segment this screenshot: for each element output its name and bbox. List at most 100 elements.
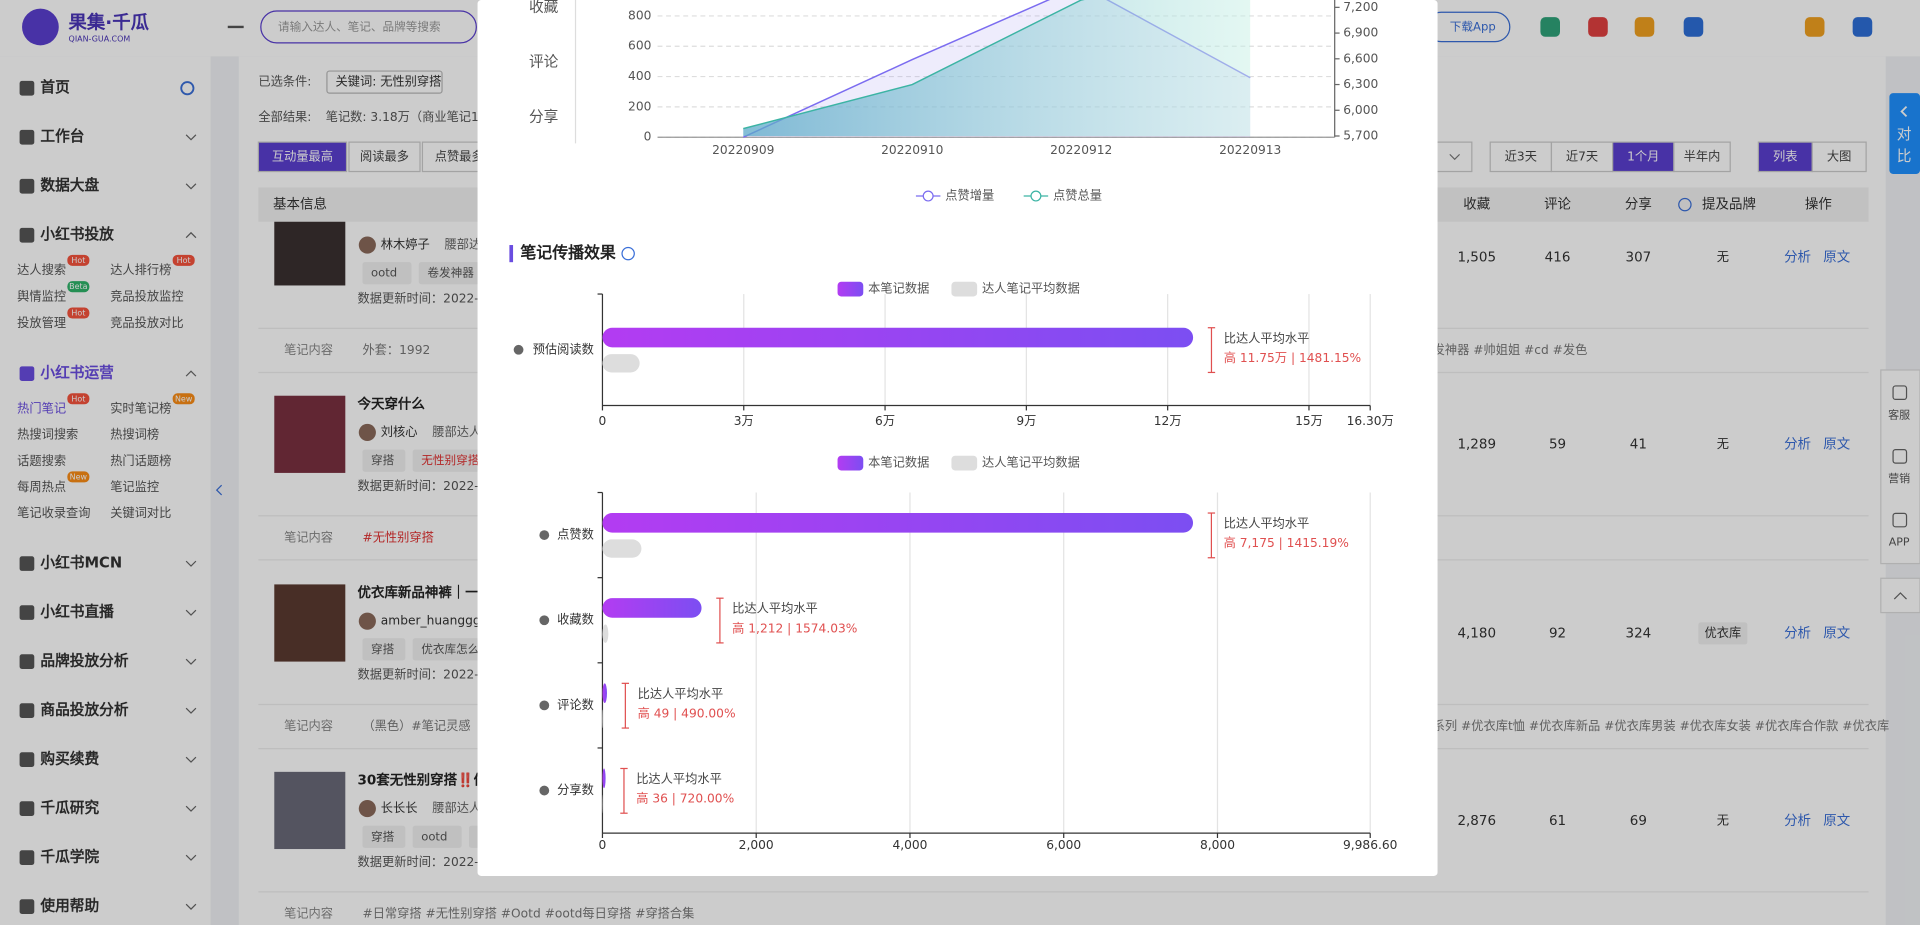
submenu-item[interactable]: 笔记监控 <box>110 479 159 494</box>
menu-item[interactable]: 购买续费 <box>40 750 99 768</box>
settings-icon[interactable] <box>180 81 195 96</box>
menu-item[interactable]: 工作台 <box>40 127 84 145</box>
submenu-item[interactable]: 竞品投放对比 <box>110 315 183 330</box>
top-icon[interactable] <box>1588 17 1608 37</box>
submenu-item[interactable]: 话题搜索 <box>17 453 66 468</box>
view-tab[interactable] <box>1811 141 1867 173</box>
tool-button[interactable]: APP <box>1889 536 1910 549</box>
annotation-label: 比达人平均水平 <box>732 602 818 616</box>
top-icon[interactable] <box>1540 17 1560 37</box>
menu-item[interactable]: 千瓜学院 <box>40 848 99 866</box>
time-tab[interactable] <box>1673 141 1731 173</box>
tool-button[interactable]: 客服 <box>1888 407 1910 421</box>
submenu-item[interactable]: 热门话题榜 <box>110 453 171 468</box>
menu-item[interactable]: 使用帮助 <box>39 897 99 915</box>
tool-button[interactable]: 营销 <box>1888 471 1910 485</box>
view-tab[interactable]: 大图 <box>1827 149 1851 163</box>
submenu-item[interactable]: 每周热点 <box>17 479 66 494</box>
menu-item[interactable]: 小红书直播 <box>40 603 114 621</box>
time-tab[interactable]: 1个月 <box>1627 149 1659 163</box>
action-link[interactable]: 原文 <box>1823 813 1850 829</box>
view-tab[interactable]: 列表 <box>1773 149 1797 163</box>
menu-item[interactable]: 小红书投放 <box>40 225 114 243</box>
tag-box <box>418 262 488 285</box>
action-link[interactable]: 分析 <box>1784 625 1811 641</box>
sort-tab[interactable]: 阅读最多 <box>360 149 409 163</box>
menu-item[interactable]: 商品投放分析 <box>40 701 128 719</box>
submenu-item[interactable]: 达人搜索 <box>17 262 66 277</box>
badge <box>172 254 195 266</box>
collapse-icon[interactable] <box>215 484 223 496</box>
submenu-item[interactable]: 热门笔记 <box>17 401 66 416</box>
menu-item[interactable]: 小红书运营 <box>40 364 114 382</box>
submenu-item[interactable]: 热搜词搜索 <box>17 427 78 442</box>
action-link[interactable]: 原文 <box>1823 437 1850 453</box>
legend-swatch <box>837 281 864 297</box>
y2-tick-label: 5,700 <box>1343 128 1378 142</box>
chevron <box>185 756 197 763</box>
badge: New <box>175 394 193 403</box>
submenu-item[interactable]: 竞品投放监控 <box>110 289 183 304</box>
note-cover <box>274 395 346 473</box>
download-button[interactable]: 下载App <box>1450 19 1496 33</box>
author: 长长长 <box>381 801 418 815</box>
action-link[interactable]: 分析 <box>1784 813 1811 829</box>
view-tab[interactable] <box>1757 141 1813 173</box>
metric: 92 <box>1549 625 1566 641</box>
action-link[interactable]: 原文 <box>1823 249 1850 265</box>
sort-tab[interactable]: 互动量最高 <box>272 148 333 163</box>
submenu-item[interactable]: 舆情监控 <box>17 289 66 304</box>
brand-tag <box>1698 622 1748 645</box>
menu-item[interactable]: 小红书MCN <box>40 554 122 572</box>
y2-tick-label: 6,600 <box>1343 51 1378 65</box>
top-icon[interactable] <box>1683 17 1704 37</box>
action-link[interactable]: 原文 <box>1823 625 1850 641</box>
tag-box <box>412 449 495 472</box>
tool-icon[interactable] <box>1892 449 1908 464</box>
time-tab[interactable] <box>1489 141 1553 173</box>
back-top[interactable] <box>1880 577 1920 614</box>
submenu-item[interactable]: 热搜词榜 <box>110 427 159 442</box>
action-link[interactable]: 分析 <box>1784 437 1811 453</box>
top-icon[interactable] <box>1852 17 1873 37</box>
compare-btn[interactable] <box>1889 93 1920 174</box>
metric: 61 <box>1549 813 1566 829</box>
tool-icon[interactable] <box>1892 385 1908 401</box>
submenu-item[interactable]: 笔记收录查询 <box>17 505 90 520</box>
tool-icon[interactable] <box>1892 512 1908 528</box>
time-tab[interactable]: 近3天 <box>1505 149 1537 163</box>
metric-option[interactable]: 分享 <box>529 109 558 126</box>
bar <box>602 768 606 789</box>
time-tab[interactable] <box>1550 141 1614 173</box>
compare-text: 比 <box>1897 148 1912 165</box>
metric-option[interactable]: 评论 <box>529 53 559 70</box>
top-icon[interactable] <box>1804 17 1825 37</box>
compare-text: 对 <box>1897 126 1912 143</box>
legend-swatch <box>837 455 864 471</box>
metric-option[interactable]: 收藏 <box>529 0 559 15</box>
sort-tab[interactable]: 点赞最多 <box>435 149 484 163</box>
sort-tab[interactable] <box>348 141 421 173</box>
menu-item[interactable]: 品牌投放分析 <box>40 652 128 670</box>
top-icon[interactable] <box>1634 17 1655 37</box>
label: 笔记数: 3.18万（商业笔记1 <box>326 109 479 124</box>
time-tab[interactable]: 半年内 <box>1684 149 1721 163</box>
menu-icon <box>19 129 35 145</box>
legend-label: 达人笔记平均数据 <box>982 455 1080 470</box>
submenu-item[interactable]: 关键词对比 <box>110 506 171 520</box>
x-tick-label: 20220912 <box>1050 143 1112 157</box>
category-icon <box>539 615 550 626</box>
search-box[interactable] <box>260 10 477 44</box>
action-link[interactable]: 分析 <box>1784 249 1811 265</box>
submenu-item[interactable]: 达人排行榜 <box>110 262 171 277</box>
menu-item[interactable]: 千瓜研究 <box>40 799 99 817</box>
time-tab[interactable] <box>1612 141 1675 173</box>
menu-item[interactable]: 首页 <box>40 78 70 96</box>
time-tab[interactable]: 近7天 <box>1566 149 1598 163</box>
menu-item[interactable]: 数据大盘 <box>40 176 99 194</box>
submenu-item[interactable]: 实时笔记榜 <box>110 401 171 416</box>
sort-tab[interactable] <box>257 141 348 173</box>
category-label: 收藏数 <box>557 612 594 627</box>
note-content: #日常穿搭 #无性别穿搭 #Ootd #ootd每日穿搭 #穿搭合集 <box>362 905 694 920</box>
submenu-item[interactable]: 投放管理 <box>17 315 66 330</box>
